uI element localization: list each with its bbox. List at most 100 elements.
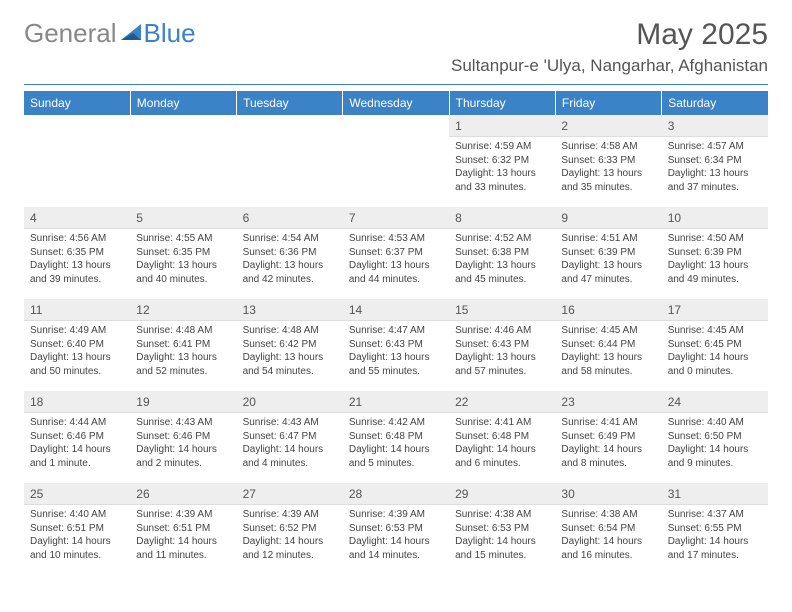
calendar-day: 26Sunrise: 4:39 AMSunset: 6:51 PMDayligh… [130, 483, 236, 575]
calendar-day: 14Sunrise: 4:47 AMSunset: 6:43 PMDayligh… [343, 299, 449, 391]
day-number: 22 [449, 391, 555, 413]
day-details: Sunrise: 4:49 AMSunset: 6:40 PMDaylight:… [24, 321, 130, 380]
month-title: May 2025 [451, 18, 768, 52]
day-details: Sunrise: 4:55 AMSunset: 6:35 PMDaylight:… [130, 229, 236, 288]
calendar-day: 6Sunrise: 4:54 AMSunset: 6:36 PMDaylight… [237, 207, 343, 299]
day-number: 8 [449, 207, 555, 229]
calendar-day: 21Sunrise: 4:42 AMSunset: 6:48 PMDayligh… [343, 391, 449, 483]
day-header: Thursday [449, 91, 555, 115]
day-number: 4 [24, 207, 130, 229]
calendar-day: 2Sunrise: 4:58 AMSunset: 6:33 PMDaylight… [555, 115, 661, 207]
day-details: Sunrise: 4:39 AMSunset: 6:53 PMDaylight:… [343, 505, 449, 564]
title-rule [24, 84, 768, 85]
calendar-day: .. [130, 115, 236, 207]
day-details: Sunrise: 4:50 AMSunset: 6:39 PMDaylight:… [662, 229, 768, 288]
calendar-week: 11Sunrise: 4:49 AMSunset: 6:40 PMDayligh… [24, 299, 768, 391]
day-details: Sunrise: 4:56 AMSunset: 6:35 PMDaylight:… [24, 229, 130, 288]
day-number: 26 [130, 483, 236, 505]
day-header: Monday [130, 91, 236, 115]
calendar-day: 12Sunrise: 4:48 AMSunset: 6:41 PMDayligh… [130, 299, 236, 391]
brand-logo: General Blue [24, 18, 196, 49]
day-details: Sunrise: 4:48 AMSunset: 6:41 PMDaylight:… [130, 321, 236, 380]
calendar-day: .. [24, 115, 130, 207]
calendar-day: 7Sunrise: 4:53 AMSunset: 6:37 PMDaylight… [343, 207, 449, 299]
day-details: Sunrise: 4:48 AMSunset: 6:42 PMDaylight:… [237, 321, 343, 380]
day-details: Sunrise: 4:41 AMSunset: 6:48 PMDaylight:… [449, 413, 555, 472]
day-number: 18 [24, 391, 130, 413]
day-details: Sunrise: 4:39 AMSunset: 6:51 PMDaylight:… [130, 505, 236, 564]
day-number: 27 [237, 483, 343, 505]
day-details: Sunrise: 4:42 AMSunset: 6:48 PMDaylight:… [343, 413, 449, 472]
calendar-week: 18Sunrise: 4:44 AMSunset: 6:46 PMDayligh… [24, 391, 768, 483]
day-number: 31 [662, 483, 768, 505]
day-details: Sunrise: 4:45 AMSunset: 6:45 PMDaylight:… [662, 321, 768, 380]
day-number: 1 [449, 115, 555, 137]
day-details: Sunrise: 4:39 AMSunset: 6:52 PMDaylight:… [237, 505, 343, 564]
header: General Blue May 2025 Sultanpur-e 'Ulya,… [0, 0, 792, 82]
calendar-day: 9Sunrise: 4:51 AMSunset: 6:39 PMDaylight… [555, 207, 661, 299]
day-details: Sunrise: 4:40 AMSunset: 6:51 PMDaylight:… [24, 505, 130, 564]
calendar-day: 27Sunrise: 4:39 AMSunset: 6:52 PMDayligh… [237, 483, 343, 575]
calendar-week: ........1Sunrise: 4:59 AMSunset: 6:32 PM… [24, 115, 768, 207]
day-details: Sunrise: 4:37 AMSunset: 6:55 PMDaylight:… [662, 505, 768, 564]
day-details: Sunrise: 4:45 AMSunset: 6:44 PMDaylight:… [555, 321, 661, 380]
calendar-table: SundayMondayTuesdayWednesdayThursdayFrid… [24, 91, 768, 575]
brand-text-2: Blue [144, 18, 196, 49]
calendar-day: 29Sunrise: 4:38 AMSunset: 6:53 PMDayligh… [449, 483, 555, 575]
calendar-day: 18Sunrise: 4:44 AMSunset: 6:46 PMDayligh… [24, 391, 130, 483]
day-number: 14 [343, 299, 449, 321]
day-details: Sunrise: 4:46 AMSunset: 6:43 PMDaylight:… [449, 321, 555, 380]
calendar-day: 24Sunrise: 4:40 AMSunset: 6:50 PMDayligh… [662, 391, 768, 483]
day-number: 20 [237, 391, 343, 413]
calendar-day: 13Sunrise: 4:48 AMSunset: 6:42 PMDayligh… [237, 299, 343, 391]
calendar-day: 30Sunrise: 4:38 AMSunset: 6:54 PMDayligh… [555, 483, 661, 575]
calendar-day: 20Sunrise: 4:43 AMSunset: 6:47 PMDayligh… [237, 391, 343, 483]
day-number: 5 [130, 207, 236, 229]
day-number: 9 [555, 207, 661, 229]
calendar-day: .. [343, 115, 449, 207]
day-header: Saturday [662, 91, 768, 115]
day-details: Sunrise: 4:53 AMSunset: 6:37 PMDaylight:… [343, 229, 449, 288]
day-number: 12 [130, 299, 236, 321]
calendar-day: 28Sunrise: 4:39 AMSunset: 6:53 PMDayligh… [343, 483, 449, 575]
day-number: 15 [449, 299, 555, 321]
day-details: Sunrise: 4:38 AMSunset: 6:54 PMDaylight:… [555, 505, 661, 564]
calendar-day: 10Sunrise: 4:50 AMSunset: 6:39 PMDayligh… [662, 207, 768, 299]
day-details: Sunrise: 4:54 AMSunset: 6:36 PMDaylight:… [237, 229, 343, 288]
day-details: Sunrise: 4:57 AMSunset: 6:34 PMDaylight:… [662, 137, 768, 196]
day-number: 17 [662, 299, 768, 321]
calendar-day: 16Sunrise: 4:45 AMSunset: 6:44 PMDayligh… [555, 299, 661, 391]
day-number: 10 [662, 207, 768, 229]
day-number: 13 [237, 299, 343, 321]
day-details: Sunrise: 4:51 AMSunset: 6:39 PMDaylight:… [555, 229, 661, 288]
day-header-row: SundayMondayTuesdayWednesdayThursdayFrid… [24, 91, 768, 115]
title-block: May 2025 Sultanpur-e 'Ulya, Nangarhar, A… [451, 18, 768, 76]
day-details: Sunrise: 4:44 AMSunset: 6:46 PMDaylight:… [24, 413, 130, 472]
calendar-day: 3Sunrise: 4:57 AMSunset: 6:34 PMDaylight… [662, 115, 768, 207]
calendar-day: 22Sunrise: 4:41 AMSunset: 6:48 PMDayligh… [449, 391, 555, 483]
brand-text-1: General [24, 18, 117, 49]
sail-icon [119, 18, 143, 49]
day-number: 11 [24, 299, 130, 321]
day-number: 21 [343, 391, 449, 413]
day-number: 30 [555, 483, 661, 505]
day-details: Sunrise: 4:40 AMSunset: 6:50 PMDaylight:… [662, 413, 768, 472]
day-number: 29 [449, 483, 555, 505]
day-number: 16 [555, 299, 661, 321]
day-header: Tuesday [237, 91, 343, 115]
calendar-day: .. [237, 115, 343, 207]
day-details: Sunrise: 4:43 AMSunset: 6:47 PMDaylight:… [237, 413, 343, 472]
day-number: 23 [555, 391, 661, 413]
calendar-day: 17Sunrise: 4:45 AMSunset: 6:45 PMDayligh… [662, 299, 768, 391]
day-header: Friday [555, 91, 661, 115]
calendar-day: 31Sunrise: 4:37 AMSunset: 6:55 PMDayligh… [662, 483, 768, 575]
day-details: Sunrise: 4:41 AMSunset: 6:49 PMDaylight:… [555, 413, 661, 472]
calendar-body: ........1Sunrise: 4:59 AMSunset: 6:32 PM… [24, 115, 768, 575]
day-number: 3 [662, 115, 768, 137]
calendar-day: 5Sunrise: 4:55 AMSunset: 6:35 PMDaylight… [130, 207, 236, 299]
day-details: Sunrise: 4:52 AMSunset: 6:38 PMDaylight:… [449, 229, 555, 288]
calendar-day: 19Sunrise: 4:43 AMSunset: 6:46 PMDayligh… [130, 391, 236, 483]
calendar-day: 23Sunrise: 4:41 AMSunset: 6:49 PMDayligh… [555, 391, 661, 483]
day-number: 2 [555, 115, 661, 137]
day-details: Sunrise: 4:47 AMSunset: 6:43 PMDaylight:… [343, 321, 449, 380]
